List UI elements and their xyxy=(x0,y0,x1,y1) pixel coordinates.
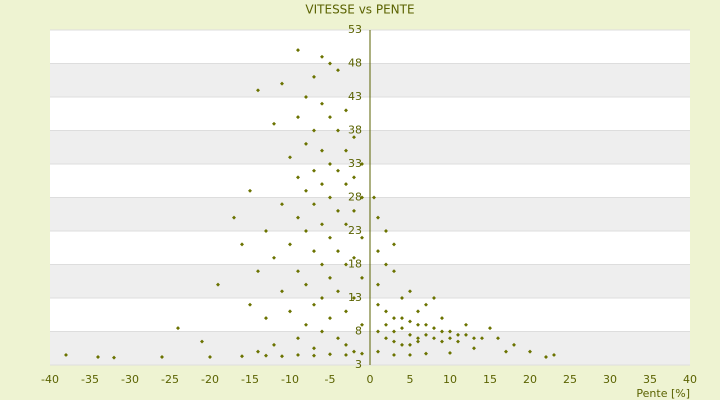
point xyxy=(208,354,212,359)
point xyxy=(376,215,380,220)
x-tick-label: -30 xyxy=(121,373,139,386)
point xyxy=(448,336,452,341)
point xyxy=(288,155,292,160)
point xyxy=(408,352,412,357)
point xyxy=(304,95,308,99)
y-tick-label: 18 xyxy=(348,258,362,271)
point xyxy=(408,319,412,324)
point xyxy=(336,336,340,341)
point xyxy=(376,249,380,254)
point xyxy=(248,188,252,193)
point xyxy=(248,302,252,307)
point xyxy=(176,326,180,331)
x-tick-label: -35 xyxy=(81,373,99,386)
point xyxy=(552,352,556,357)
point xyxy=(256,269,260,274)
point xyxy=(392,352,396,357)
point xyxy=(232,215,236,220)
x-tick-label: 25 xyxy=(563,373,577,386)
x-tick-label: 40 xyxy=(683,373,697,386)
point xyxy=(432,336,436,341)
point xyxy=(384,336,388,341)
point xyxy=(344,148,348,153)
point xyxy=(296,352,300,357)
chart-title: VITESSE vs PENTE xyxy=(305,3,414,17)
x-tick-label: -5 xyxy=(325,373,336,386)
point xyxy=(344,182,348,187)
point xyxy=(296,336,300,341)
x-tick-label: 0 xyxy=(367,373,374,386)
point xyxy=(280,81,284,86)
y-tick-label: 38 xyxy=(348,124,362,137)
point xyxy=(320,222,324,227)
x-tick-label: 30 xyxy=(603,373,617,386)
point xyxy=(200,339,204,344)
y-tick-label: 23 xyxy=(348,224,362,237)
x-tick-label: 20 xyxy=(523,373,537,386)
point xyxy=(336,249,340,254)
point xyxy=(416,336,420,341)
point xyxy=(344,352,348,357)
point xyxy=(344,222,348,227)
x-axis-label: Pente [%] xyxy=(636,387,690,400)
y-tick-label: 3 xyxy=(355,358,362,371)
point xyxy=(312,249,316,254)
point xyxy=(296,215,300,220)
point xyxy=(296,269,300,274)
point xyxy=(496,336,500,341)
x-tick-label: 35 xyxy=(643,373,657,386)
point xyxy=(320,148,324,153)
point xyxy=(328,115,332,120)
y-tick-label: 48 xyxy=(348,57,362,70)
point xyxy=(312,74,316,79)
y-tick-label: 28 xyxy=(348,191,362,204)
x-tick-label: 5 xyxy=(407,373,414,386)
y-tick-label: 43 xyxy=(348,90,362,103)
point xyxy=(256,88,260,93)
point xyxy=(424,302,428,307)
point xyxy=(64,352,68,357)
point xyxy=(240,242,244,247)
point xyxy=(392,269,396,274)
point xyxy=(296,115,300,120)
point xyxy=(304,188,308,193)
point xyxy=(376,302,380,307)
x-tick-label: -40 xyxy=(41,373,59,386)
point xyxy=(240,354,244,359)
point xyxy=(480,336,484,341)
x-tick-label: 10 xyxy=(443,373,457,386)
x-tick-label: -10 xyxy=(281,373,299,386)
y-tick-label: 8 xyxy=(355,325,362,338)
x-tick-label: -25 xyxy=(161,373,179,386)
point xyxy=(216,282,220,287)
point xyxy=(312,302,316,307)
point xyxy=(344,108,348,113)
point xyxy=(272,121,276,126)
x-tick-label: -20 xyxy=(201,373,219,386)
point xyxy=(472,336,476,341)
point xyxy=(320,182,324,187)
x-tick-label: 15 xyxy=(483,373,497,386)
y-tick-label: 53 xyxy=(348,23,362,36)
x-tick-label: -15 xyxy=(241,373,259,386)
y-tick-label: 33 xyxy=(348,157,362,170)
point xyxy=(160,354,164,359)
